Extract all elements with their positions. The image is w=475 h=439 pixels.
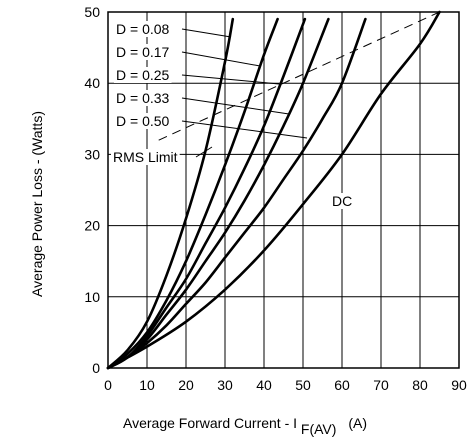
x-tick-label: 20 [178, 377, 194, 393]
annotations: D = 0.08 D = 0.17 D = 0.25 D = 0.33 D = 0.50… [111, 21, 355, 209]
x-tick-label: 50 [295, 377, 311, 393]
y-tick-label: 20 [84, 218, 100, 234]
curve-d-0-33-label: D = 0.33 [116, 90, 170, 106]
curve-d-0-50 [106, 17, 367, 370]
x-tick-label: 70 [373, 377, 389, 393]
leader-line [181, 120, 308, 139]
curve-rms-limit-label: RMS Limit [113, 149, 178, 165]
curves [106, 10, 441, 370]
leader-line [181, 74, 280, 85]
x-tick-label: 30 [217, 377, 233, 393]
y-tick-label: 10 [84, 289, 100, 305]
curve-d-0-08 [106, 17, 235, 370]
curve-d-0-33 [106, 17, 330, 370]
label-background [114, 113, 172, 129]
curve-d-0-25-label: D = 0.25 [116, 67, 170, 83]
tick-labels: 0 10 20 30 40 50 60 70 80 90 0 10 20 30 40 50 [84, 4, 467, 393]
rms-limit-line [158, 11, 440, 141]
y-tick-label: 50 [84, 4, 100, 20]
leader-line [181, 51, 261, 67]
x-axis-title: Average Forward Current - I F(AV) (A) [123, 415, 367, 437]
label-background [111, 149, 180, 165]
curve-d-0-25 [106, 17, 307, 370]
x-tick-label: 90 [451, 377, 467, 393]
x-axis-title-main: Average Forward Current - I [123, 415, 297, 431]
curve-dc [106, 10, 441, 370]
label-background [114, 44, 172, 60]
y-axis-title: Average Power Loss - (Watts) [29, 111, 45, 297]
label-background [330, 193, 355, 209]
curve-dc-label: DC [332, 193, 352, 209]
x-axis-title-unit: (A) [348, 415, 367, 431]
y-tick-label: 0 [92, 360, 100, 376]
curve-d-0-17-label: D = 0.17 [116, 44, 170, 60]
x-tick-label: 40 [256, 377, 272, 393]
label-background [114, 21, 172, 37]
leader-line [195, 146, 213, 158]
y-tick-label: 30 [84, 146, 100, 162]
x-tick-label: 0 [104, 377, 112, 393]
leader-line [181, 28, 232, 38]
x-axis-title-subscript: F(AV) [301, 421, 337, 437]
leader-line [181, 97, 290, 115]
y-tick-label: 40 [84, 75, 100, 91]
curve-d-0-50-label: D = 0.50 [116, 113, 170, 129]
label-background [114, 90, 172, 106]
x-tick-label: 80 [412, 377, 428, 393]
plot-frame [107, 11, 460, 369]
curve-d-0-08-label: D = 0.08 [116, 21, 170, 37]
x-tick-label: 10 [139, 377, 155, 393]
x-tick-label: 60 [334, 377, 350, 393]
label-background [114, 67, 172, 83]
